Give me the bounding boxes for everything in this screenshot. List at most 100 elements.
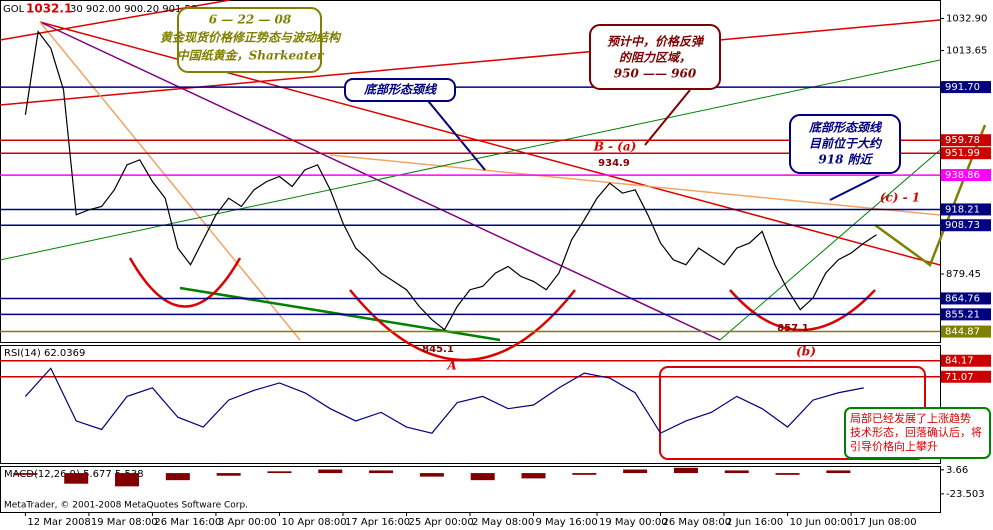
level-label: 951.99 xyxy=(945,148,980,159)
level-label: 908.73 xyxy=(945,220,980,231)
histogram-bar xyxy=(470,473,495,481)
neckline-now-line: 底部形态颈线 xyxy=(808,121,883,135)
high-label: 1032.1 xyxy=(26,2,72,16)
histogram-bar xyxy=(673,467,698,474)
level-label: 71.07 xyxy=(945,372,974,383)
title-line: 黄金现货价格修正势态与波动结构 xyxy=(160,31,342,45)
level-box xyxy=(941,169,991,182)
neckline-now-line: 918 附近 xyxy=(818,153,873,167)
trendline xyxy=(39,21,721,341)
x-tick-label: 2 Jun 16:00 xyxy=(726,517,783,528)
header-bg xyxy=(2,2,40,16)
x-tick-label: 26 May 08:00 xyxy=(663,517,732,528)
x-tick-label: 25 Apr 00:00 xyxy=(408,517,473,528)
title-box xyxy=(177,7,322,73)
level-box xyxy=(941,134,991,147)
copyright: MetaTrader, © 2001-2008 MetaQuotes Softw… xyxy=(4,501,248,511)
annotations: GOL 1032.1 30 902.00 900.20 901.50 6 — 2… xyxy=(2,2,991,511)
histogram-bar xyxy=(826,470,851,474)
quote: 30 902.00 900.20 901.50 xyxy=(70,4,197,15)
wave-label: (b) xyxy=(796,345,816,359)
level-box xyxy=(941,292,991,305)
histogram-bar xyxy=(216,473,241,476)
panel-title: RSI(14) 62.0369 xyxy=(4,348,85,359)
histogram-bar xyxy=(623,469,648,474)
level-box xyxy=(941,354,991,367)
level-box xyxy=(941,308,991,321)
level-label: 959.78 xyxy=(945,135,980,146)
trendline xyxy=(39,21,301,341)
neckline-now-box xyxy=(789,114,901,174)
y-tick-label: 879.45 xyxy=(946,269,981,280)
main-frame xyxy=(0,0,941,343)
x-tick-label: 17 Jun 08:00 xyxy=(853,517,917,528)
histogram-bar xyxy=(521,473,546,479)
x-tick-label: 26 Mar 16:00 xyxy=(154,517,221,528)
series-line xyxy=(24,30,877,331)
neckline-now-line: 目前位于大约 xyxy=(809,137,883,151)
histogram-bar xyxy=(165,473,190,481)
histogram-bar xyxy=(572,473,597,475)
level-label: 864.76 xyxy=(945,293,980,304)
level-label: 844.87 xyxy=(945,327,980,338)
histogram-bar xyxy=(369,470,394,474)
rsi-panel: RSI(14) 62.0369 84.17 71.07 xyxy=(0,348,991,434)
price-label: 857.1 xyxy=(777,323,809,334)
neckline-label: 底部形态颈线 xyxy=(363,83,438,97)
histogram-bar xyxy=(115,473,140,487)
wave-label: B - (a) xyxy=(593,140,637,154)
histogram-bar xyxy=(775,473,800,475)
level-label: 855.21 xyxy=(945,309,980,320)
resistance-box xyxy=(589,24,721,90)
histogram-bar xyxy=(419,473,444,477)
y-tick-label: 1032.90 xyxy=(946,13,987,24)
histogram-bar xyxy=(267,471,292,474)
price-label: 845.1 xyxy=(422,344,454,355)
level-box xyxy=(941,370,991,383)
macd-panel: MACD(12,26,9) 5.677 5.5383.66-23.503 xyxy=(4,465,985,500)
histogram-bar xyxy=(13,473,38,475)
trendline xyxy=(719,149,941,341)
resistance-line: 预计中，价格反弹 xyxy=(607,35,705,49)
y-tick-label: 1013.65 xyxy=(946,46,987,57)
x-tick-label: 3 Apr 00:00 xyxy=(218,517,277,528)
trend-box xyxy=(844,407,991,459)
level-box xyxy=(941,203,991,216)
rsi-frame xyxy=(0,345,941,464)
trendline xyxy=(0,19,941,106)
neckline-box xyxy=(344,78,456,102)
series-line xyxy=(24,367,864,434)
histogram-bar xyxy=(318,469,343,474)
symbol: GOL xyxy=(3,4,25,15)
level-label: 938.86 xyxy=(945,170,980,181)
level-box xyxy=(941,147,991,160)
level-box xyxy=(941,325,991,338)
trend-line: 局部已经发展了上涨趋势 xyxy=(850,411,971,425)
title-line: 中国纸黄金，Sharkeater xyxy=(177,49,325,63)
wave-label: (c) - 1 xyxy=(880,191,920,205)
y-tick-label: 3.66 xyxy=(946,465,968,476)
level-label: 918.21 xyxy=(945,204,980,215)
x-tick-label: 19 Mar 08:00 xyxy=(91,517,158,528)
x-tick-label: 10 Jun 00:00 xyxy=(790,517,854,528)
title-line: 6 — 22 — 08 xyxy=(209,13,292,27)
level-box xyxy=(941,219,991,232)
resistance-line: 的阻力区域， xyxy=(619,51,691,65)
y-tick-label: -23.503 xyxy=(946,489,985,500)
main-panel: 1032.90 1013.65 879.45 991.70 959.78 951.99 93… xyxy=(0,13,991,338)
wave-label: A xyxy=(446,359,456,373)
resistance-line: 950 —— 960 xyxy=(614,67,697,81)
x-tick-label: 12 Mar 2008 xyxy=(27,517,90,528)
x-tick-label: 10 Apr 08:00 xyxy=(281,517,346,528)
price-label: 934.9 xyxy=(598,158,630,169)
x-tick-label: 19 May 00:00 xyxy=(599,517,668,528)
trend-line: 技术形态，回落确认后，将 xyxy=(850,426,982,439)
bottom-arc xyxy=(729,289,876,332)
x-tick-label: 2 May 08:00 xyxy=(472,517,534,528)
histogram-bar xyxy=(64,473,89,484)
trendline xyxy=(329,154,941,216)
trend-line: 引导价格向上攀升 xyxy=(850,439,938,453)
pointer xyxy=(644,89,691,146)
